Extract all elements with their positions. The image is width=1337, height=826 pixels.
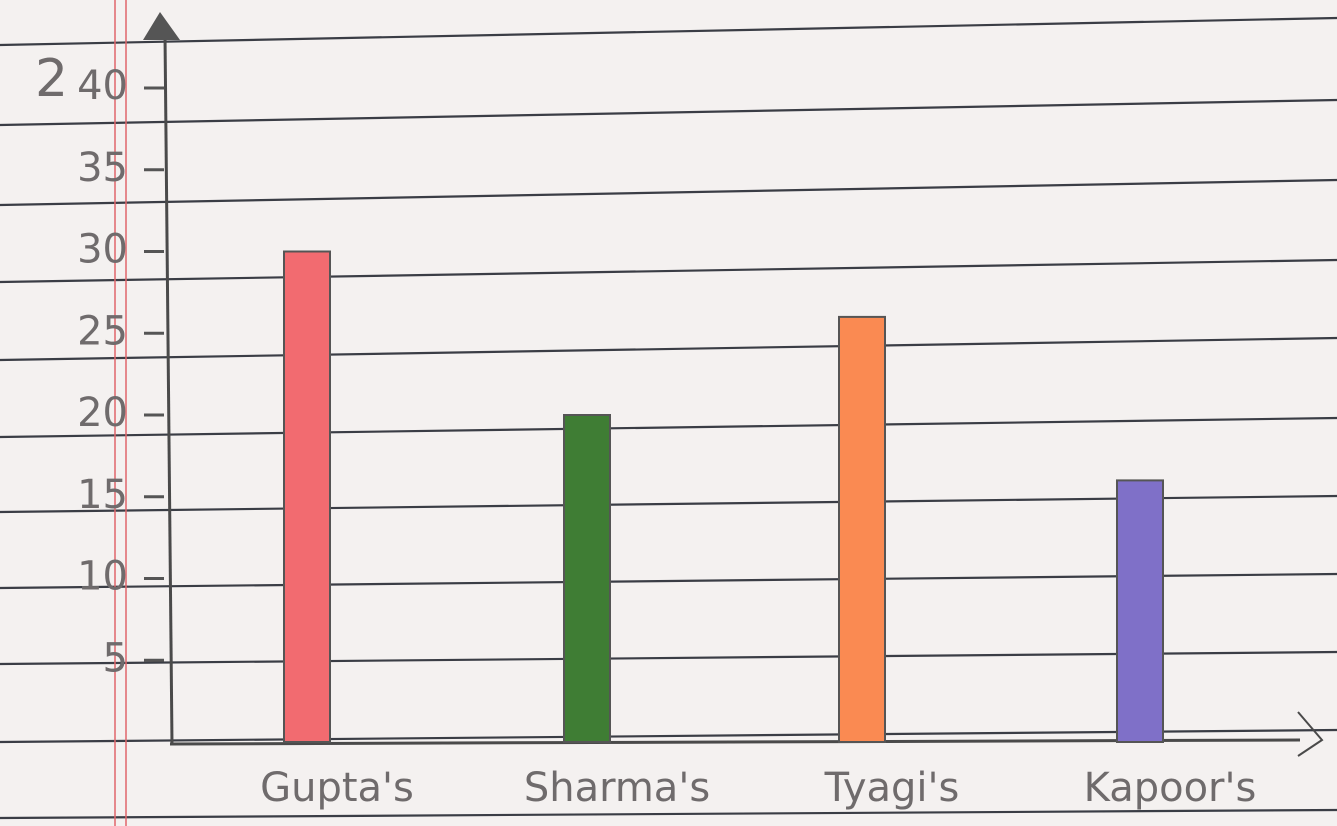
- x-tick-label: Tyagi's: [824, 765, 960, 811]
- y-tick-label: 5: [103, 635, 128, 681]
- annotation: 2: [35, 49, 68, 109]
- bar: [284, 252, 330, 743]
- y-tick-label: 40: [77, 63, 128, 109]
- x-tick-label: Kapoor's: [1084, 765, 1257, 811]
- y-tick-label: 30: [77, 227, 128, 273]
- bar: [1117, 480, 1163, 742]
- page: {"chart_data": {"type": "bar", "annotati…: [0, 0, 1337, 826]
- x-tick-label: Sharma's: [524, 765, 710, 811]
- y-tick-label: 35: [77, 145, 128, 191]
- bar: [839, 317, 885, 742]
- y-tick-label: 10: [77, 554, 128, 600]
- y-tick-label: 20: [77, 390, 128, 436]
- x-tick-label: Gupta's: [260, 765, 414, 811]
- y-tick-label: 25: [77, 308, 128, 354]
- bar: [564, 415, 610, 742]
- chart: 2 5 10 15 20 25 30 35 40 Gupta's Sharma's Tyagi's K…: [0, 0, 1337, 826]
- y-tick-label: 15: [77, 472, 128, 518]
